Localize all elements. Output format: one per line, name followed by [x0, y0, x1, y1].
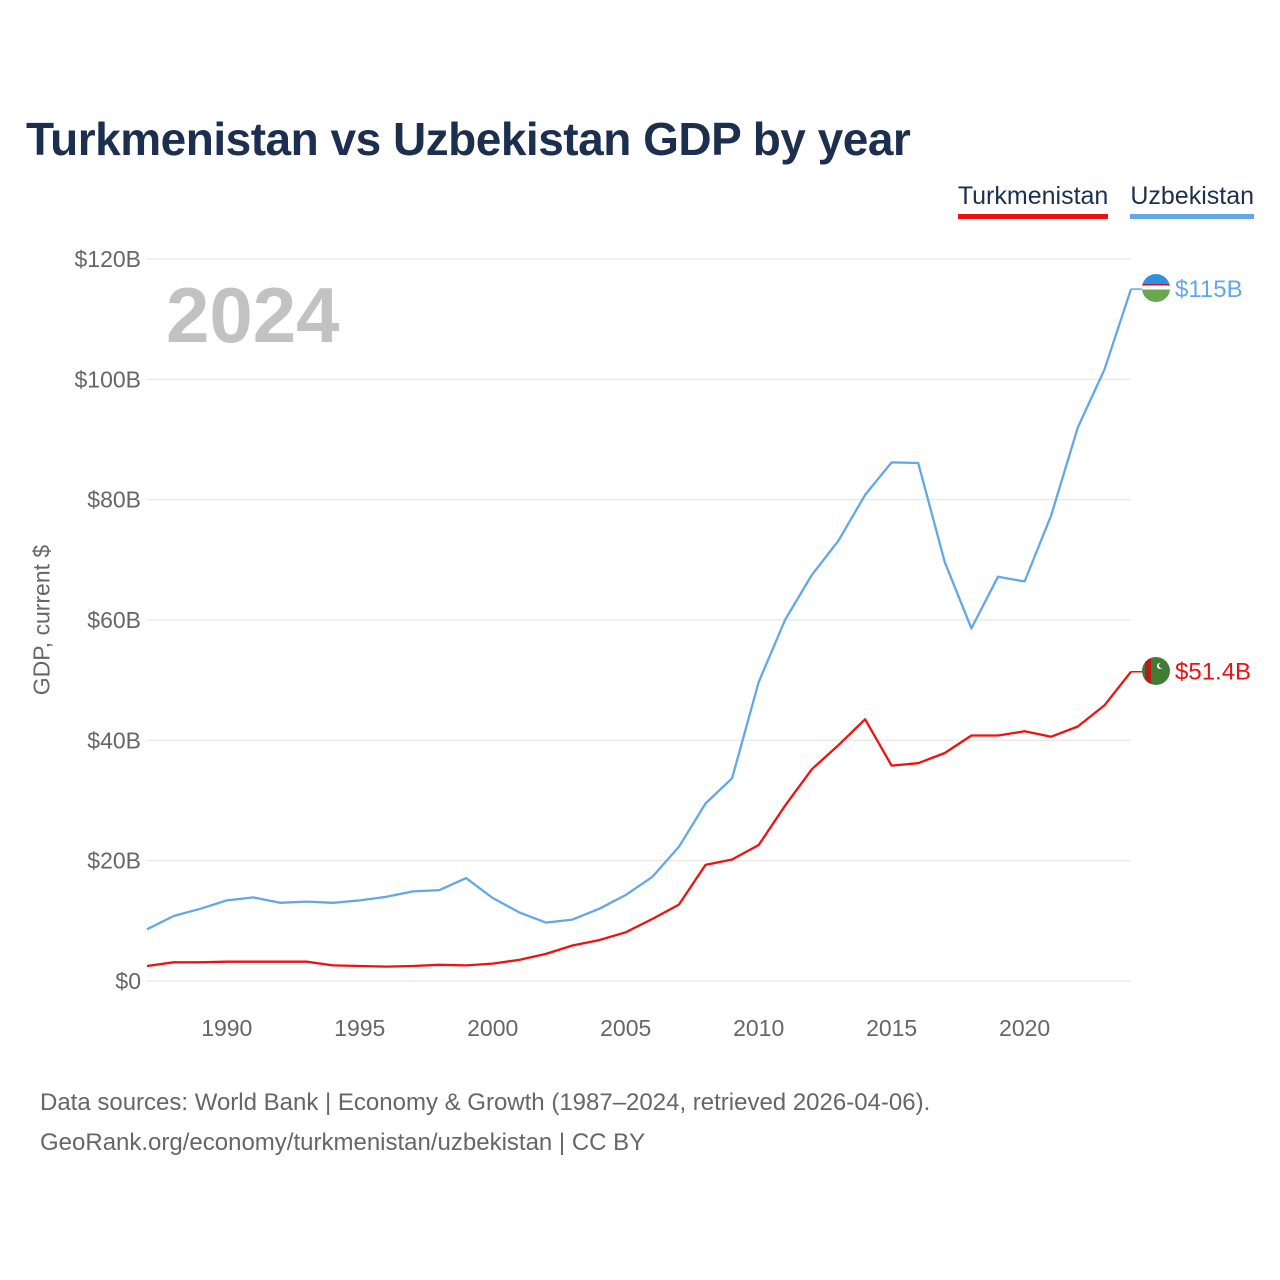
- legend-item-turkmenistan[interactable]: Turkmenistan: [957, 182, 1109, 219]
- y-tick-label: $60B: [87, 607, 141, 633]
- y-tick-label: $80B: [87, 487, 141, 513]
- y-axis-ticks: $0 $20B $40B $60B $80B $100B $120B: [74, 246, 141, 994]
- x-tick-label: 2020: [999, 1015, 1050, 1041]
- x-axis-ticks: 1990 1995 2000 2005 2010 2015 2020: [201, 1015, 1050, 1041]
- x-tick-label: 2015: [866, 1015, 917, 1041]
- y-tick-label: $20B: [87, 848, 141, 874]
- x-tick-label: 1995: [334, 1015, 385, 1041]
- end-markers: $115B $51.4B: [1131, 274, 1251, 686]
- series-lines: [146, 288, 1133, 968]
- y-tick-label: $40B: [87, 727, 141, 753]
- end-value-label-turkmenistan: $51.4B: [1175, 659, 1251, 686]
- end-value-label-uzbekistan: $115B: [1175, 276, 1243, 303]
- legend-item-uzbekistan[interactable]: Uzbekistan: [1130, 182, 1254, 219]
- legend: Turkmenistan Uzbekistan: [957, 182, 1254, 219]
- x-tick-label: 2005: [600, 1015, 651, 1041]
- series-line-turkmenistan: [146, 670, 1132, 968]
- source-note: Data sources: World Bank | Economy & Gro…: [40, 1083, 930, 1163]
- uzbekistan-flag-icon: [1142, 274, 1170, 302]
- source-line-2[interactable]: GeoRank.org/economy/turkmenistan/uzbekis…: [40, 1129, 646, 1156]
- x-tick-label: 2010: [733, 1015, 784, 1041]
- turkmenistan-flag-icon: [1142, 657, 1170, 685]
- x-tick-label: 1990: [201, 1015, 252, 1041]
- y-tick-label: $100B: [74, 366, 141, 392]
- y-tick-label: $120B: [74, 246, 141, 272]
- grid: [147, 258, 1131, 982]
- x-tick-label: 2000: [467, 1015, 518, 1041]
- current-year-label: 2024: [166, 271, 340, 359]
- series-line-uzbekistan: [146, 288, 1133, 931]
- source-line-1: Data sources: World Bank | Economy & Gro…: [40, 1089, 931, 1116]
- y-tick-label: $0: [115, 968, 141, 994]
- chart-title: Turkmenistan vs Uzbekistan GDP by year: [26, 113, 911, 165]
